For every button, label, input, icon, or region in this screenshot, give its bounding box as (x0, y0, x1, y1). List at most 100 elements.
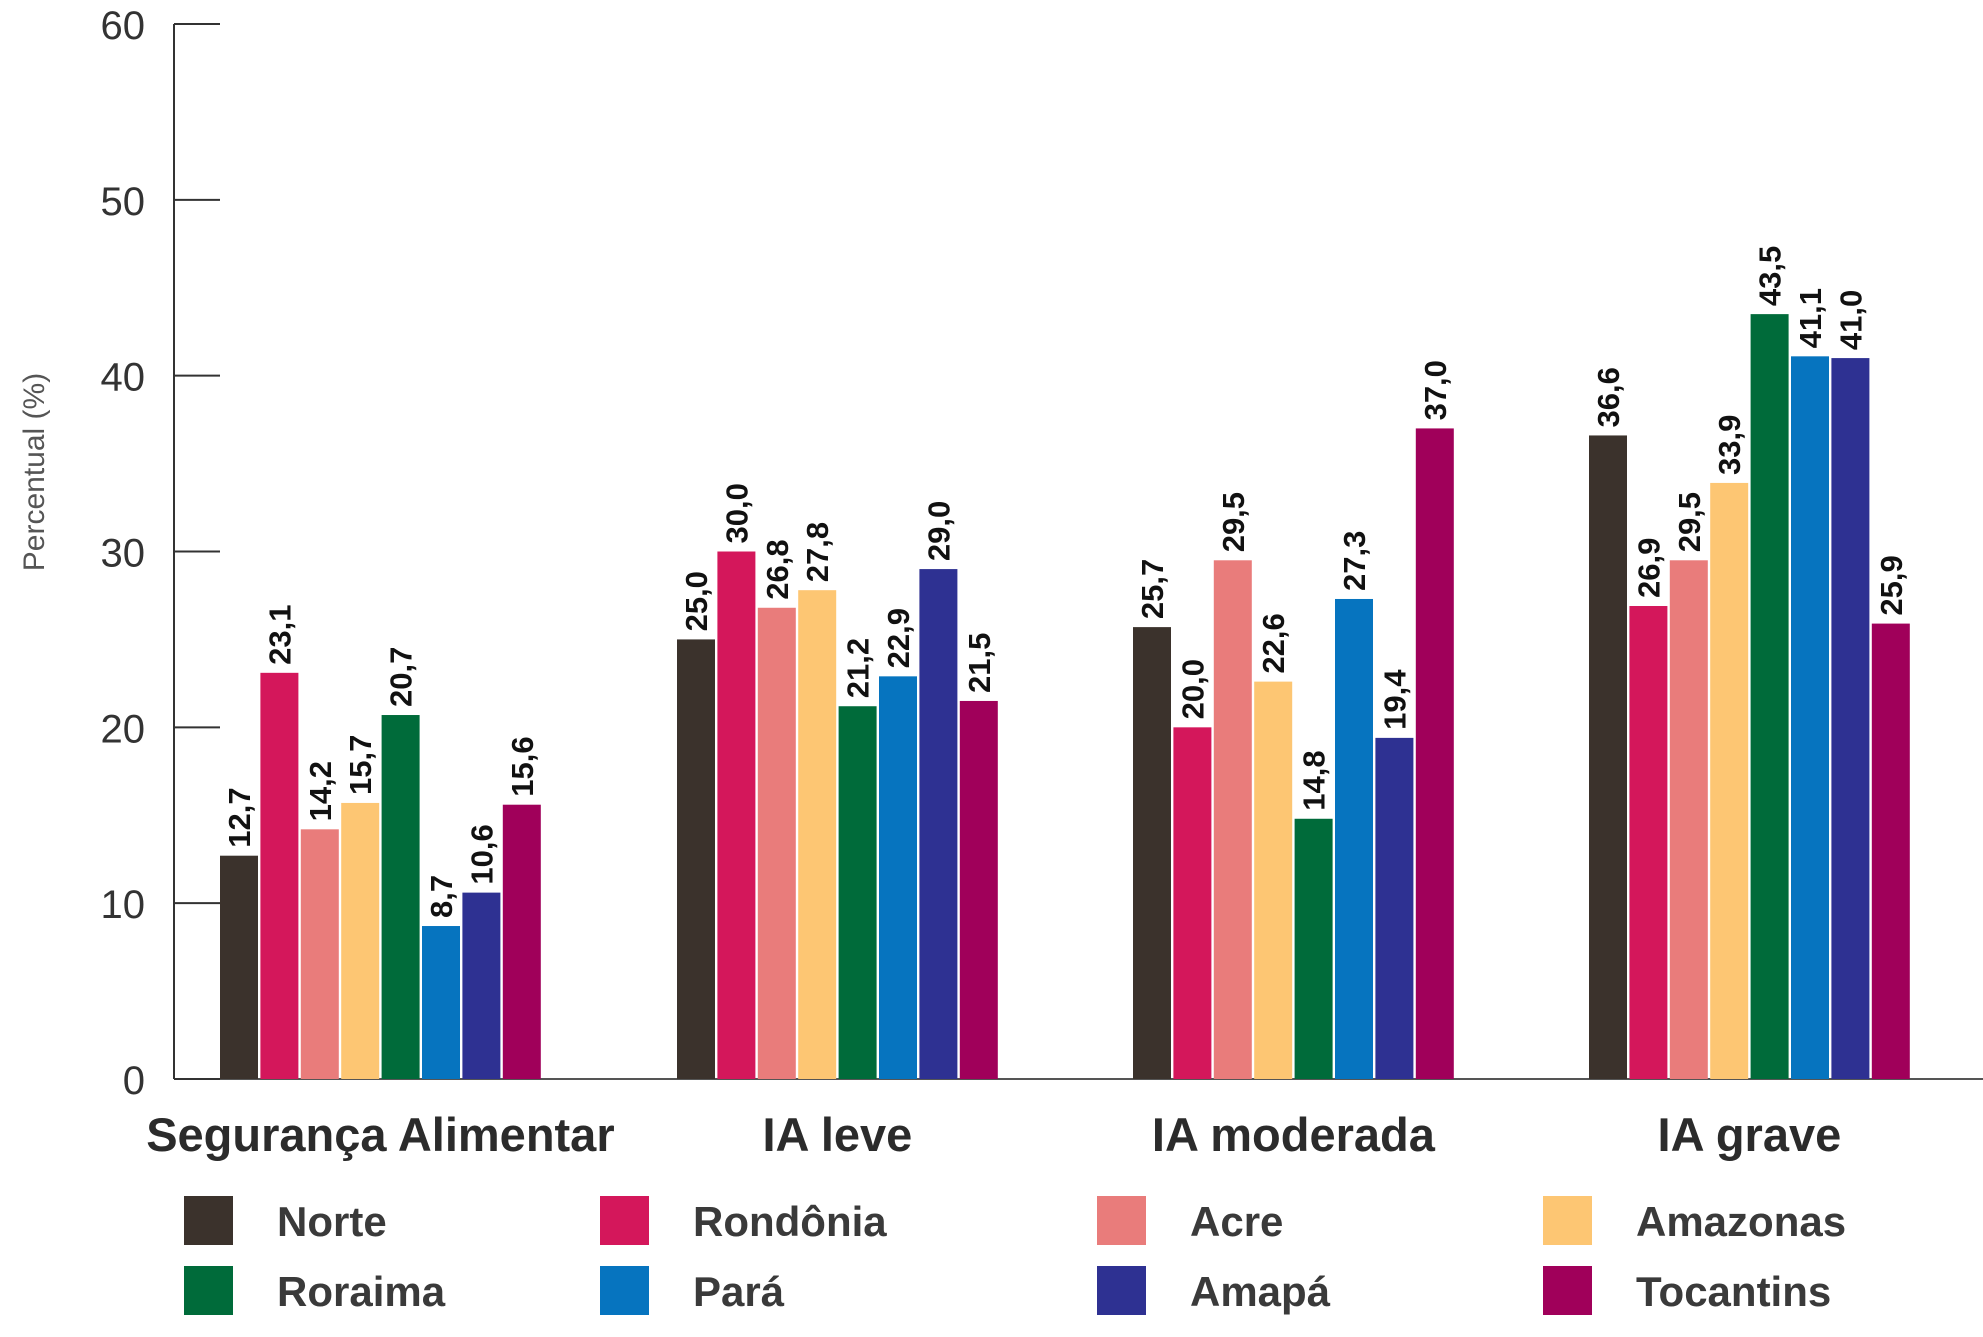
bar (1669, 560, 1708, 1079)
data-label: 20,7 (384, 647, 419, 707)
legend-label: Amazonas (1636, 1198, 1846, 1245)
legend-swatch (1097, 1266, 1146, 1315)
y-tick-label: 50 (101, 180, 146, 224)
data-label: 37,0 (1418, 360, 1453, 420)
data-label: 22,6 (1256, 613, 1291, 673)
bar (717, 551, 756, 1079)
data-label: 14,8 (1297, 750, 1332, 810)
bar (1415, 428, 1454, 1080)
data-label: 36,6 (1591, 367, 1626, 427)
bar (422, 926, 460, 1079)
bar (1133, 627, 1171, 1079)
data-label: 20,0 (1175, 659, 1210, 719)
data-label: 26,8 (760, 539, 795, 599)
legend-item: Rondônia (600, 1196, 887, 1245)
legend-item: Amapá (1097, 1266, 1331, 1315)
bar (462, 892, 501, 1079)
category-label: IA moderada (1152, 1108, 1436, 1161)
data-labels-group: 12,723,114,2 15,720,78,710,615,625,030,02… (222, 246, 1909, 918)
bar (879, 676, 917, 1079)
y-tick-label: 40 (101, 356, 146, 400)
legend-swatch (184, 1196, 233, 1245)
legend: Norte Rondônia Acre Amazonas Roraima Pará Amap… (184, 1196, 1846, 1315)
legend-item: Norte (184, 1196, 387, 1245)
data-label: 14,2 (303, 761, 338, 821)
legend-swatch (600, 1196, 649, 1245)
category-labels: Segurança Alimentar IA leve IA moderada IA … (146, 1108, 1841, 1161)
category-label: IA leve (763, 1108, 913, 1161)
bar (1375, 737, 1414, 1079)
bar (1710, 482, 1749, 1079)
bar (260, 672, 299, 1079)
legend-swatch (1543, 1266, 1592, 1315)
bar (757, 607, 796, 1079)
bars-group (220, 314, 1910, 1080)
data-label: 15,6 (505, 736, 540, 796)
data-label: 26,9 (1631, 538, 1666, 598)
data-label: 10,6 (464, 824, 499, 884)
bar (300, 829, 339, 1079)
data-label: 12,7 (222, 787, 257, 847)
data-label: 29,5 (1672, 492, 1707, 552)
y-axis-label: Percentual (%) (18, 373, 51, 571)
bar (1750, 314, 1789, 1079)
data-label: 29,0 (921, 501, 956, 561)
bar (1589, 435, 1627, 1079)
bar (502, 804, 541, 1079)
legend-label: Roraima (277, 1268, 446, 1315)
legend-item: Pará (600, 1266, 785, 1315)
legend-item: Tocantins (1543, 1266, 1831, 1315)
data-label: 23,1 (262, 604, 297, 664)
data-label: 30,0 (719, 483, 754, 543)
bar (1294, 818, 1333, 1079)
legend-label: Amapá (1190, 1268, 1331, 1315)
data-label: 29,5 (1216, 492, 1251, 552)
bar (220, 855, 258, 1079)
bar (1254, 681, 1293, 1079)
y-tick-label: 30 (101, 532, 146, 576)
legend-label: Tocantins (1636, 1268, 1831, 1315)
data-label: 41,0 (1833, 290, 1868, 350)
legend-swatch (184, 1266, 233, 1315)
bar (1173, 727, 1212, 1079)
bar (1791, 356, 1829, 1079)
legend-label: Rondônia (693, 1198, 887, 1245)
category-label: Segurança Alimentar (146, 1108, 614, 1161)
bar (959, 700, 998, 1079)
legend-swatch (600, 1266, 649, 1315)
data-label: 41,1 (1793, 288, 1828, 348)
data-label: 8,7 (424, 875, 459, 918)
data-label: 25,9 (1874, 555, 1909, 615)
y-tick-label: 20 (101, 707, 146, 751)
legend-label: Norte (277, 1198, 387, 1245)
bar (677, 639, 715, 1079)
legend-item: Acre (1097, 1196, 1283, 1245)
data-label: 21,5 (962, 633, 997, 693)
data-label: 15,7 (343, 735, 378, 795)
y-tick-label: 0 (123, 1059, 145, 1103)
y-tick-label: 10 (101, 883, 146, 927)
bar (1831, 358, 1870, 1079)
bar (381, 715, 420, 1079)
y-tick-label: 60 (101, 4, 146, 48)
data-label: 25,7 (1135, 559, 1170, 619)
bar (798, 590, 837, 1079)
data-label: 33,9 (1712, 415, 1747, 475)
legend-swatch (1543, 1196, 1592, 1245)
data-label: 27,8 (800, 522, 835, 582)
bar (1629, 606, 1668, 1079)
bar (1871, 623, 1910, 1079)
legend-swatch (1097, 1196, 1146, 1245)
data-label: 27,3 (1337, 531, 1372, 591)
bar (838, 706, 877, 1079)
bar (1213, 560, 1252, 1079)
bar (1335, 598, 1373, 1079)
bar (341, 802, 380, 1079)
data-label: 43,5 (1753, 246, 1788, 306)
legend-item: Roraima (184, 1266, 446, 1315)
data-label: 25,0 (679, 571, 714, 631)
legend-label: Acre (1190, 1198, 1283, 1245)
category-label: IA grave (1658, 1108, 1842, 1161)
data-label: 22,9 (881, 608, 916, 668)
